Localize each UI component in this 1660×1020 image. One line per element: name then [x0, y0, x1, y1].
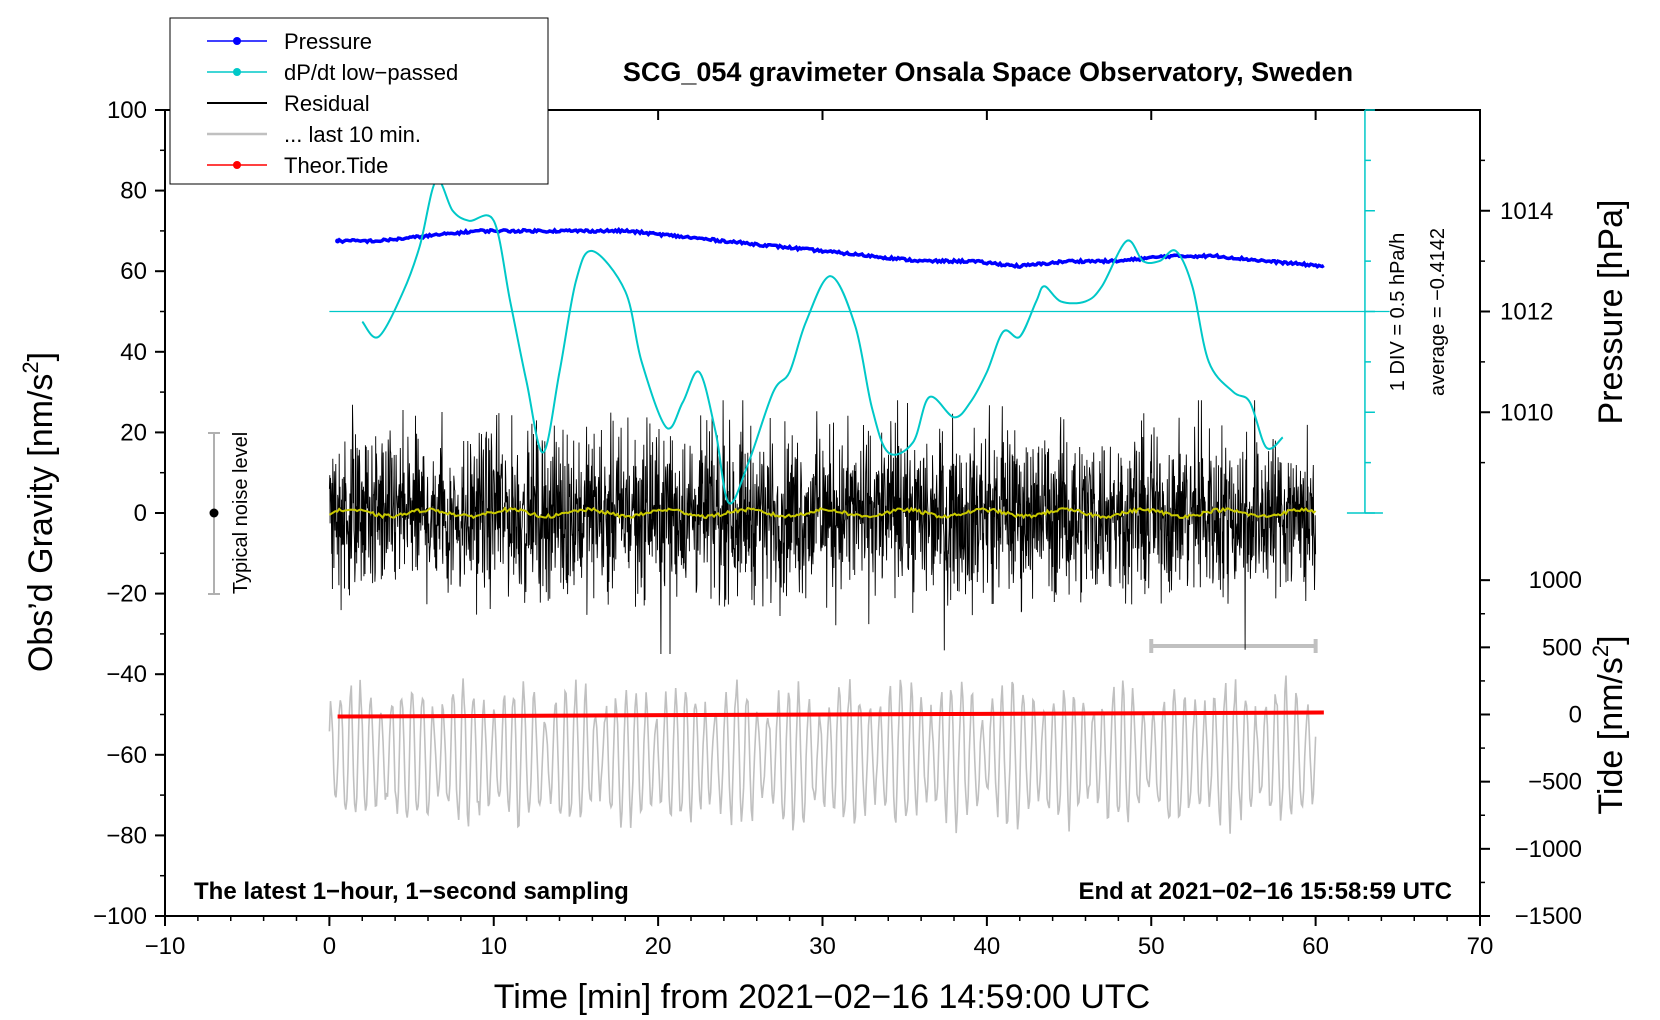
y-tick-label: −100	[93, 903, 147, 930]
y-tick-label: 20	[120, 419, 147, 446]
y-tick-label: −80	[106, 822, 147, 849]
chart-title: SCG_054 gravimeter Onsala Space Observat…	[623, 57, 1353, 87]
y-tick-label: −40	[106, 661, 147, 688]
tide-tick-label: −1500	[1515, 903, 1582, 930]
average-label: average = −0.4142	[1427, 228, 1449, 396]
axis-ticks: −10 0 10 20 30 40 50 60 70100806040200−20−40−60−…	[93, 97, 1582, 960]
residual-smoothed-line	[328, 506, 1317, 520]
y-tick-label: −60	[106, 742, 147, 769]
pressure-tick-label: 1014	[1500, 198, 1553, 225]
pressure-series-line	[336, 226, 1325, 270]
tide-tick-label: −1000	[1515, 836, 1582, 863]
y-axis-title-pressure: Pressure [hPa]	[1592, 200, 1630, 425]
dpdt-series-line	[361, 178, 1284, 505]
noise-level-indicator	[208, 432, 220, 595]
pressure-series-point	[335, 238, 341, 244]
x-tick-label: 10	[480, 933, 507, 960]
x-tick-label: 50	[1138, 933, 1165, 960]
legend-label: dP/dt low−passed	[284, 60, 458, 85]
x-tick-label: 40	[974, 933, 1001, 960]
x-tick-label: 60	[1302, 933, 1329, 960]
y-tick-label: 100	[107, 97, 147, 124]
y-tick-label: 60	[120, 258, 147, 285]
legend-label: Theor.Tide	[284, 153, 388, 178]
x-tick-label: 30	[809, 933, 836, 960]
legend-box	[169, 17, 549, 185]
x-tick-label: 20	[645, 933, 672, 960]
legend: Pressure dP/dt low−passed Residual ... l…	[169, 17, 549, 185]
x-tick-label: 0	[323, 933, 336, 960]
end-time-note: End at 2021−02−16 15:58:59 UTC	[1078, 878, 1452, 905]
x-tick-label: 70	[1467, 933, 1494, 960]
legend-item-tide: Theor.Tide	[207, 153, 388, 178]
div-scale-label: 1 DIV = 0.5 hPa/h	[1387, 233, 1409, 391]
x-tick-label: −10	[145, 933, 186, 960]
tide-tick-label: 500	[1542, 634, 1582, 661]
pressure-tick-label: 1012	[1500, 299, 1553, 326]
y-axis-title-gravity: Obs’d Gravity [nm/s2]	[18, 352, 60, 672]
legend-label: Residual	[284, 91, 370, 116]
tide-tick-label: 1000	[1529, 567, 1582, 594]
sampling-note: The latest 1−hour, 1−second sampling	[194, 878, 629, 905]
y-tick-label: 0	[134, 500, 147, 527]
legend-item-residual: Residual	[207, 91, 370, 116]
residual-series-line	[328, 400, 1317, 655]
last10-series-line	[328, 675, 1317, 834]
legend-item-dpdt: dP/dt low−passed	[207, 60, 458, 85]
legend-item-last10: ... last 10 min.	[207, 122, 421, 147]
x-axis-title: Time [min] from 2021−02−16 14:59:00 UTC	[494, 978, 1150, 1016]
legend-label: Pressure	[284, 29, 372, 54]
y-tick-label: 40	[120, 339, 147, 366]
tide-tick-label: 0	[1569, 702, 1582, 729]
y-tick-label: 80	[120, 178, 147, 205]
tide-series-line	[337, 710, 1324, 719]
legend-label: ... last 10 min.	[284, 122, 421, 147]
noise-level-label: Typical noise level	[230, 432, 252, 594]
y-axis-title-tide: Tide [nm/s2]	[1588, 635, 1630, 814]
legend-item-pressure: Pressure	[207, 29, 372, 54]
series-layer	[328, 178, 1325, 834]
y-tick-label: −20	[106, 581, 147, 608]
tide-tick-label: −500	[1528, 769, 1582, 796]
pressure-tick-label: 1010	[1500, 399, 1553, 426]
